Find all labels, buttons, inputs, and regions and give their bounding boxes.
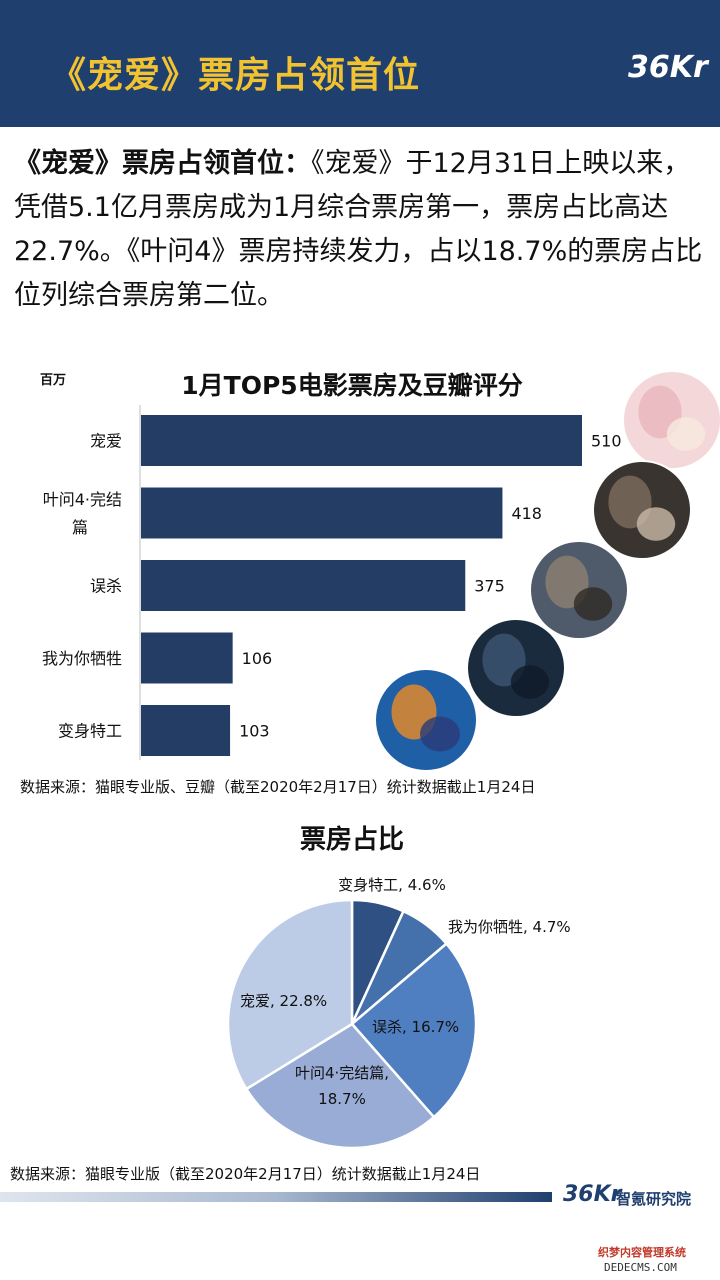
watermark-line1: 织梦内容管理系统	[598, 1246, 686, 1259]
intro-paragraph: 《宠爱》票房占领首位：《宠爱》于12月31日上映以来，凭借5.1亿月票房成为1月…	[14, 142, 704, 318]
bar-category-label-0: 宠爱	[90, 432, 122, 451]
bar-category-label-1-b: 篇	[72, 518, 88, 537]
page-title: 《宠爱》票房占领首位	[50, 55, 421, 96]
pie-label-4: 宠爱, 22.8%	[240, 992, 327, 1010]
pie-label-1: 我为你牺牲, 4.7%	[448, 918, 571, 936]
intro-lead: 《宠爱》票房占领首位：	[14, 148, 311, 179]
bar-category-label-1-a: 叶问4·完结	[43, 490, 122, 509]
bar-4	[141, 705, 231, 756]
intro-body: 《宠爱》于12月31日上映以来，凭借5.1亿月票房成为1月综合票房第一，票房占比…	[14, 148, 703, 311]
bar-value-label-3: 106	[242, 649, 273, 668]
movie-poster-icon-0	[622, 370, 720, 470]
movie-poster-icon-2	[529, 540, 629, 640]
pie-slice-2	[350, 941, 478, 1119]
pie-slice-4	[226, 898, 354, 1091]
bar-category-label-2: 误杀	[90, 577, 122, 596]
watermark-line2: DEDECMS.COM	[604, 1261, 677, 1274]
poster-group	[374, 370, 720, 772]
page-header: 《宠爱》票房占领首位 36Kr	[0, 0, 720, 127]
brand-logo: 36Kr	[628, 50, 708, 85]
bar-1	[141, 487, 503, 539]
bar-0	[141, 415, 582, 466]
pie-label-3-a: 叶问4·完结篇,	[295, 1064, 389, 1082]
bar-source-note: 数据来源：猫眼专业版、豆瓣（截至2020年2月17日）统计数据截止1月24日	[20, 778, 536, 796]
bar-category-label-4: 变身特工	[58, 722, 122, 741]
pie-source-note: 数据来源：猫眼专业版（截至2020年2月17日）统计数据截止1月24日	[10, 1165, 481, 1183]
pie-label-3-b: 18.7%	[318, 1090, 366, 1108]
bar-3	[141, 632, 233, 684]
bar-2	[141, 560, 466, 611]
bar-value-label-4: 103	[239, 722, 270, 741]
bar-chart-title: 1月TOP5电影票房及豆瓣评分	[181, 371, 522, 400]
movie-poster-icon-4	[374, 668, 478, 772]
footer-gradient-bar	[0, 1192, 552, 1202]
pie-slice-3	[244, 1022, 436, 1150]
bar-unit-label: 百万	[40, 373, 66, 388]
pie-label-2: 误杀, 16.7%	[372, 1018, 459, 1036]
bar-value-label-0: 510	[591, 432, 622, 451]
bar-value-label-2: 375	[474, 577, 505, 596]
pie-chart-title: 票房占比	[300, 825, 404, 855]
bar-category-label-3: 我为你牺牲	[42, 649, 122, 668]
movie-poster-icon-1	[592, 460, 692, 560]
footer-logo: 36Kr	[563, 1182, 622, 1207]
bar-value-label-1: 418	[511, 504, 542, 523]
pie-label-0: 变身特工, 4.6%	[338, 876, 446, 894]
footer-org-name: 智氪研究院	[616, 1190, 692, 1208]
movie-poster-icon-3	[466, 618, 566, 718]
